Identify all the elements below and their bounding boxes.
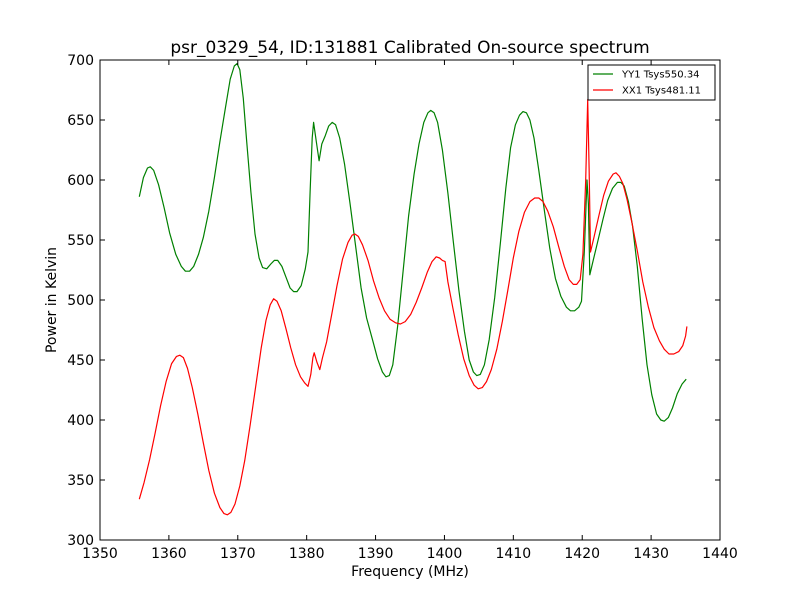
series-line-yy1: [138, 62, 687, 422]
y-tick-label: 700: [67, 53, 94, 69]
x-tick-label: 1360: [151, 546, 187, 562]
x-tick-label: 1420: [564, 546, 600, 562]
x-tick-label: 1370: [220, 546, 256, 562]
y-tick-label: 300: [67, 533, 94, 549]
x-tick-label: 1430: [633, 546, 669, 562]
x-axis-title: Frequency (MHz): [351, 564, 469, 580]
y-axis-title: Power in Kelvin: [44, 247, 60, 353]
x-tick-label: 1440: [702, 546, 738, 562]
legend-label-xx1: XX1 Tsys481.11: [622, 86, 701, 97]
series-line-xx1: [138, 98, 688, 516]
y-tick-label: 400: [67, 413, 94, 429]
legend-label-yy1: YY1 Tsys550.34: [621, 70, 700, 81]
x-tick-label: 1410: [496, 546, 532, 562]
y-tick-label: 500: [67, 293, 94, 309]
y-tick-label: 600: [67, 173, 94, 189]
y-tick-label: 350: [67, 473, 94, 489]
series-layer: [138, 62, 688, 516]
tick-layer: 1350 1360 1370 1380 1390 1400 1410 1420 1430 1440…: [67, 53, 738, 562]
x-tick-label: 1390: [358, 546, 394, 562]
plot-frame: [99, 59, 721, 541]
chart-title: psr_0329_54, ID:131881 Calibrated On-sou…: [170, 38, 649, 58]
x-tick-label: 1350: [82, 546, 118, 562]
legend-box: [587, 64, 716, 101]
x-tick-label: 1400: [427, 546, 463, 562]
y-tick-label: 650: [67, 113, 94, 129]
legend: YY1 Tsys550.34 XX1 Tsys481.11: [587, 64, 716, 101]
y-tick-label: 450: [67, 353, 94, 369]
y-tick-label: 550: [67, 233, 94, 249]
x-tick-label: 1380: [289, 546, 325, 562]
